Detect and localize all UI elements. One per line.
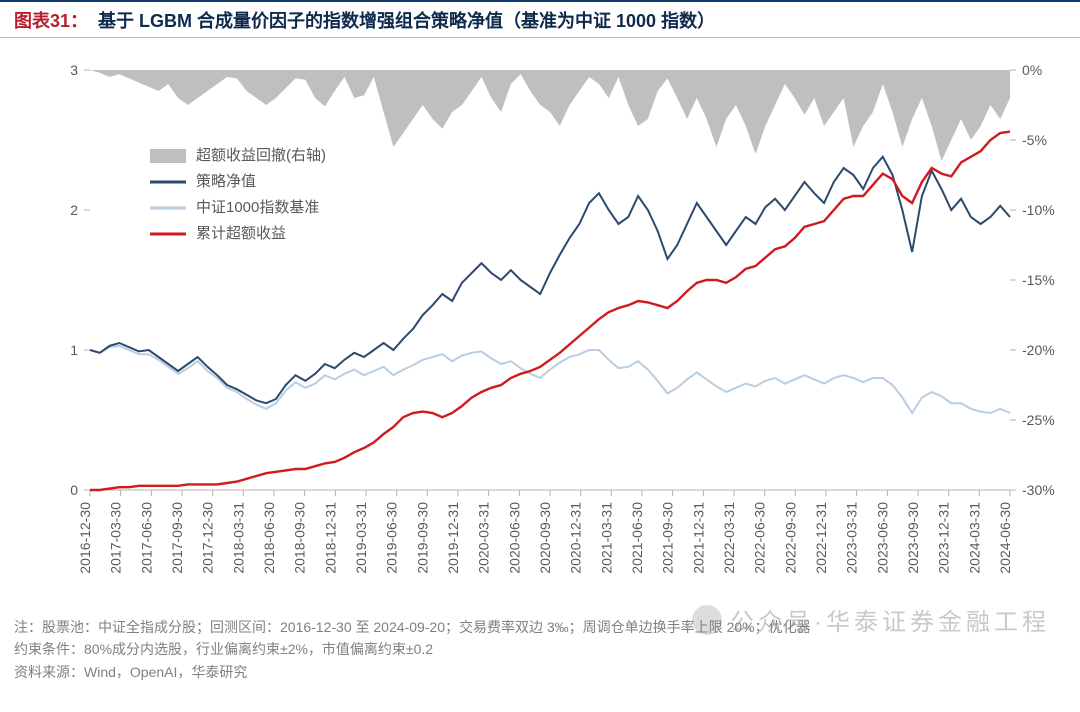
svg-text:2023-12-31: 2023-12-31 [936,502,952,574]
svg-text:2021-12-31: 2021-12-31 [690,502,706,574]
svg-text:-5%: -5% [1022,132,1047,148]
svg-text:2021-03-31: 2021-03-31 [598,502,614,574]
svg-text:2018-12-31: 2018-12-31 [322,502,338,574]
svg-text:2017-03-30: 2017-03-30 [108,502,124,574]
svg-text:2024-06-30: 2024-06-30 [997,502,1013,574]
chart-area: 0 1 2 3 0% -5% -10% -15% -20% -25% -30% 2016-12-30 2… [0,40,1080,600]
svg-text:2023-09-30: 2023-09-30 [905,502,921,574]
svg-text:2020-03-31: 2020-03-31 [476,502,492,574]
svg-text:-10%: -10% [1022,202,1055,218]
svg-text:3: 3 [70,62,78,78]
svg-text:超额收益回撤(右轴): 超额收益回撤(右轴) [196,147,326,164]
footnote-line: 资料来源：Wind，OpenAI，华泰研究 [14,661,1066,683]
svg-text:0: 0 [70,482,78,498]
svg-text:0%: 0% [1022,62,1042,78]
svg-text:2022-06-30: 2022-06-30 [752,502,768,574]
footnote-line: 约束条件：80%成分内选股，行业偏离约束±2%，市值偏离约束±0.2 [14,638,1066,660]
svg-text:2017-06-30: 2017-06-30 [138,502,154,574]
svg-text:2023-06-30: 2023-06-30 [874,502,890,574]
svg-text:2018-03-31: 2018-03-31 [230,502,246,574]
svg-text:2020-06-30: 2020-06-30 [506,502,522,574]
svg-text:2016-12-30: 2016-12-30 [77,502,93,574]
svg-text:2017-09-30: 2017-09-30 [169,502,185,574]
svg-text:2017-12-30: 2017-12-30 [200,502,216,574]
footnotes: 注：股票池：中证全指成分股；回测区间：2016-12-30 至 2024-09-… [14,616,1066,683]
svg-text:2022-12-31: 2022-12-31 [813,502,829,574]
svg-text:2024-03-31: 2024-03-31 [966,502,982,574]
svg-text:2: 2 [70,202,78,218]
svg-text:中证1000指数基准: 中证1000指数基准 [196,199,319,216]
svg-text:2020-09-30: 2020-09-30 [537,502,553,574]
svg-text:策略净值: 策略净值 [196,173,256,190]
svg-text:2019-06-30: 2019-06-30 [384,502,400,574]
svg-text:2018-09-30: 2018-09-30 [292,502,308,574]
svg-text:2022-09-30: 2022-09-30 [782,502,798,574]
svg-text:-25%: -25% [1022,412,1055,428]
svg-text:2019-09-30: 2019-09-30 [414,502,430,574]
svg-text:2021-06-30: 2021-06-30 [629,502,645,574]
chart-svg: 0 1 2 3 0% -5% -10% -15% -20% -25% -30% 2016-12-30 2… [0,40,1080,600]
title-lead: 图表31： [14,7,88,33]
svg-text:2023-03-31: 2023-03-31 [844,502,860,574]
title-main: 基于 LGBM 合成量价因子的指数增强组合策略净值（基准为中证 1000 指数） [98,7,715,33]
svg-text:2019-03-31: 2019-03-31 [353,502,369,574]
svg-text:2020-12-31: 2020-12-31 [568,502,584,574]
svg-text:-15%: -15% [1022,272,1055,288]
svg-text:2019-12-31: 2019-12-31 [445,502,461,574]
svg-text:2021-09-30: 2021-09-30 [660,502,676,574]
svg-text:累计超额收益: 累计超额收益 [196,225,286,242]
svg-text:2022-03-31: 2022-03-31 [721,502,737,574]
svg-text:2018-06-30: 2018-06-30 [261,502,277,574]
footnote-line: 注：股票池：中证全指成分股；回测区间：2016-12-30 至 2024-09-… [14,616,1066,638]
svg-text:1: 1 [70,342,78,358]
svg-text:-30%: -30% [1022,482,1055,498]
svg-text:-20%: -20% [1022,342,1055,358]
chart-title-bar: 图表31： 基于 LGBM 合成量价因子的指数增强组合策略净值（基准为中证 10… [0,0,1080,38]
